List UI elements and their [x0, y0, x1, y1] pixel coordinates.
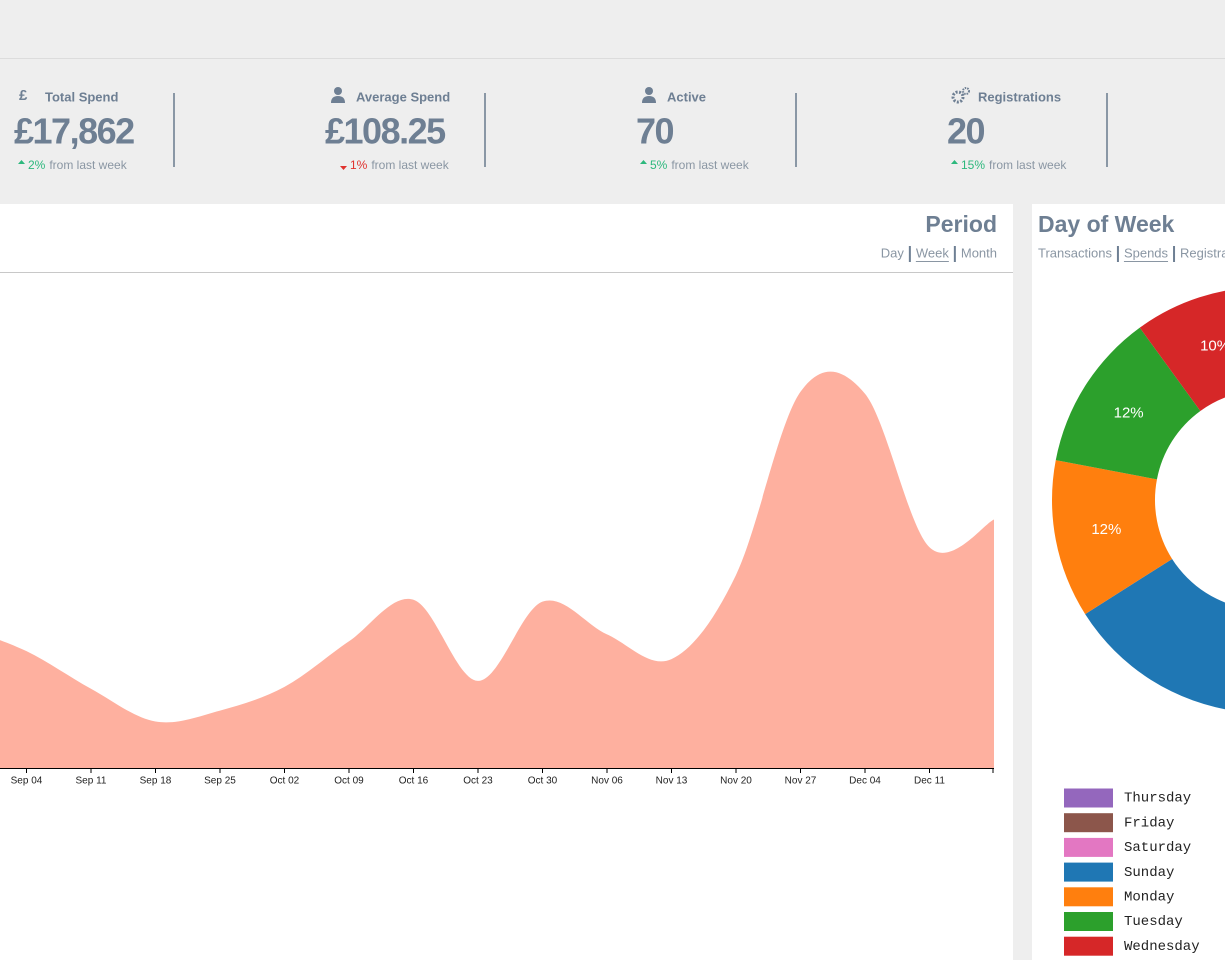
trend-arrow	[18, 160, 25, 164]
x-tick-label: Nov 27	[785, 776, 817, 787]
legend-label: Wednesday	[1124, 939, 1200, 955]
x-tick-label: Sep 04	[11, 776, 43, 787]
stat-change: 15%	[961, 158, 985, 172]
slice-label: 10%	[1200, 337, 1225, 354]
x-tick-label: Oct 23	[463, 776, 493, 787]
legend-label: Sunday	[1124, 865, 1174, 881]
legend-label: Thursday	[1124, 791, 1191, 807]
stat-label: Total Spend	[45, 89, 118, 104]
stat-value: 20	[947, 111, 985, 152]
legend-swatch	[1064, 788, 1113, 808]
stat-label: Registrations	[978, 89, 1061, 104]
x-tick-label: Nov 13	[656, 776, 688, 787]
area	[0, 371, 994, 768]
legend-swatch	[1064, 936, 1113, 956]
panel-gap	[1013, 204, 1032, 960]
panel-title: Day of Week	[1038, 211, 1175, 237]
tab[interactable]: Day	[881, 245, 905, 260]
stats-band	[0, 59, 1225, 204]
stat-symbol: £	[19, 87, 28, 104]
slice-label: 12%	[1091, 521, 1121, 538]
x-tick-label: Oct 30	[528, 776, 558, 787]
user-icon	[642, 96, 656, 103]
gear-icon	[951, 90, 965, 104]
tab[interactable]: Spends	[1124, 245, 1169, 260]
tab[interactable]: Month	[961, 245, 997, 260]
x-tick-label: Nov 06	[591, 776, 623, 787]
legend-label: Saturday	[1124, 840, 1191, 856]
x-tick-label: Oct 16	[399, 776, 429, 787]
trend-arrow	[640, 160, 647, 164]
x-tick-label: Nov 20	[720, 776, 752, 787]
x-tick-label: Oct 09	[334, 776, 364, 787]
stat-note: from last week	[371, 158, 449, 172]
legend-swatch	[1064, 862, 1113, 882]
gear-icon	[962, 87, 970, 95]
stat-label: Active	[667, 89, 706, 104]
legend-label: Tuesday	[1124, 914, 1183, 930]
legend-swatch	[1064, 912, 1113, 931]
legend-label: Monday	[1124, 890, 1174, 906]
trend-arrow	[951, 160, 958, 164]
x-tick-label: Oct 02	[270, 776, 300, 787]
donut-slice	[1052, 460, 1173, 615]
user-icon	[331, 96, 345, 103]
stat-note: from last week	[989, 158, 1067, 172]
legend-swatch	[1064, 887, 1113, 907]
donut-slice	[1139, 290, 1225, 412]
tab[interactable]: Week	[916, 245, 949, 260]
x-tick-label: Sep 18	[140, 776, 172, 787]
stat-value: 70	[636, 111, 674, 152]
stat-value: £108.25	[325, 111, 446, 152]
legend-swatch	[1064, 813, 1113, 833]
slice-label: 12%	[1114, 404, 1144, 421]
tab[interactable]: Transactions	[1038, 245, 1112, 260]
legend-swatch	[1064, 837, 1113, 857]
stat-note: from last week	[49, 158, 127, 172]
stat-change: 5%	[650, 158, 668, 172]
user-icon	[645, 87, 653, 95]
stat-change: 2%	[28, 158, 46, 172]
panel-title: Period	[925, 211, 997, 237]
user-icon	[334, 87, 342, 95]
top-bar	[0, 0, 1225, 58]
donut-slice	[1055, 327, 1201, 480]
tab[interactable]: Registrations	[1180, 245, 1225, 260]
stat-value: £17,862	[14, 111, 134, 152]
stat-note: from last week	[671, 158, 749, 172]
trend-arrow	[340, 166, 347, 170]
x-tick-label: Sep 25	[204, 776, 236, 787]
stat-label: Average Spend	[356, 89, 450, 104]
legend-label: Friday	[1124, 815, 1174, 831]
x-tick-label: Dec 04	[849, 776, 881, 787]
x-tick-label: Dec 11	[914, 776, 945, 787]
donut-slice	[1085, 558, 1225, 710]
stat-change: 1%	[350, 158, 368, 172]
x-tick-label: Sep 11	[76, 776, 107, 787]
